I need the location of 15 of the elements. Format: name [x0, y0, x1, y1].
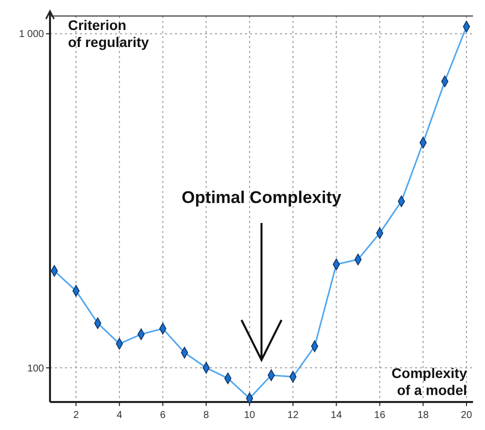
y-axis-title: Criterion of regularity [68, 17, 150, 50]
x-tick-label: 4 [116, 410, 123, 421]
x-tick-label: 6 [160, 410, 166, 421]
x-tick-label: 12 [287, 410, 299, 421]
y-tick-label: 1 000 [18, 29, 44, 40]
x-tick-label: 2 [73, 410, 80, 421]
x-tick-label: 20 [460, 410, 472, 421]
x-tick-label: 18 [418, 410, 430, 421]
annotation: Optimal Complexity [182, 188, 342, 207]
x-tick-label: 16 [374, 410, 386, 421]
x-tick-label: 10 [244, 410, 256, 421]
y-tick-label: 100 [27, 363, 44, 374]
x-tick-label: 8 [203, 410, 210, 421]
x-tick-label: 14 [330, 410, 342, 421]
x-axis-title: Complexity of a model [392, 365, 468, 398]
